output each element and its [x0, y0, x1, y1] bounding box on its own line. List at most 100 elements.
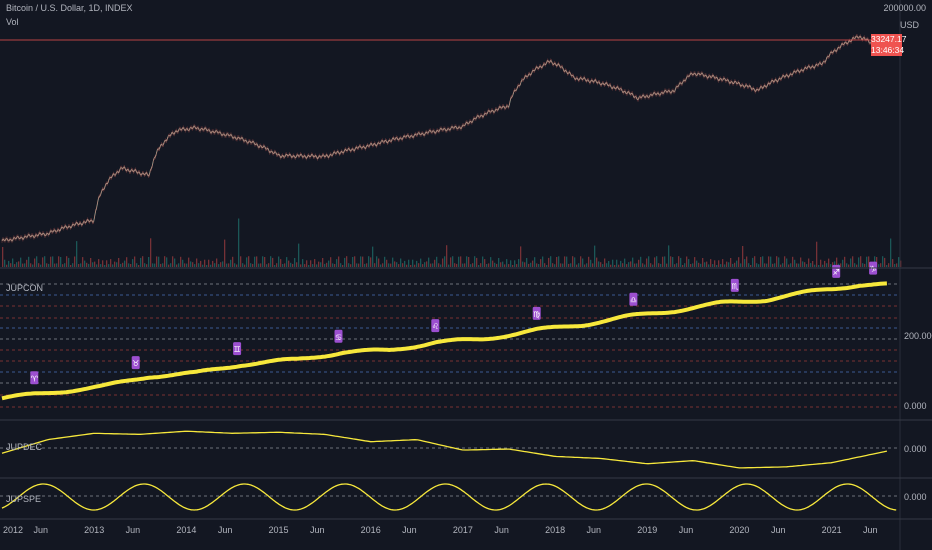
volume-bar [778, 257, 780, 267]
volume-bar [50, 256, 52, 267]
volume-bar [570, 263, 572, 267]
currency-label[interactable]: USD [899, 20, 919, 30]
volume-bar [554, 264, 556, 267]
symbol-title[interactable]: Bitcoin / U.S. Dollar, 1D, INDEX [6, 3, 133, 13]
volume-bar [548, 257, 550, 267]
volume-bar [830, 264, 832, 267]
volume-bar [544, 263, 546, 267]
volume-bar [80, 263, 82, 267]
volume-bar [442, 258, 444, 267]
volume-bar [320, 262, 322, 267]
volume-bar [228, 263, 230, 267]
x-tick-label: 2017 [453, 525, 473, 535]
volume-bar [504, 264, 506, 267]
jupdec-label[interactable]: JUPDEC [6, 442, 43, 452]
volume-bar [232, 256, 234, 267]
volume-bar [638, 259, 640, 267]
volume-bar [880, 263, 882, 267]
volume-bar [70, 265, 72, 267]
volume-bar [822, 264, 824, 267]
volume-bar [410, 265, 412, 267]
zodiac-marker-glyph: ♎ [630, 296, 637, 305]
volume-bar [60, 257, 62, 267]
zodiac-marker-box[interactable] [730, 278, 739, 292]
volume-bar [428, 257, 430, 267]
zodiac-marker-box[interactable] [629, 292, 638, 306]
volume-bar [686, 256, 688, 267]
jupcon-label[interactable]: JUPCON [6, 283, 44, 293]
volume-bar [478, 265, 480, 267]
volume-bar [54, 263, 56, 267]
volume-bar [130, 264, 132, 267]
volume-bar [160, 263, 162, 267]
zodiac-marker-box[interactable] [431, 319, 440, 333]
volume-bar [312, 264, 314, 267]
x-tick-label: Jun [863, 525, 878, 535]
volume-bar [634, 263, 636, 267]
volume-bar [150, 238, 152, 267]
x-tick-label: Jun [587, 525, 602, 535]
jupspe-scale-zero: 0.000 [904, 492, 927, 502]
zodiac-marker-box[interactable] [532, 306, 541, 320]
volume-bar [610, 264, 612, 267]
volume-bar [734, 262, 736, 267]
volume-bar [250, 263, 252, 267]
volume-bar [826, 263, 828, 267]
volume-bar [48, 263, 50, 267]
volume-bar [444, 256, 446, 267]
zodiac-marker-box[interactable] [334, 329, 343, 343]
volume-bar [676, 263, 678, 267]
volume-bar [590, 259, 592, 267]
volume-bar [756, 263, 758, 267]
volume-bar [372, 246, 374, 267]
volume-bar [270, 256, 272, 267]
volume-bar [456, 263, 458, 267]
volume-bar [116, 262, 118, 267]
volume-bar [632, 257, 634, 267]
volume-bar [362, 256, 364, 267]
last-price-tag: 33247.17 [871, 34, 907, 45]
volume-bar [672, 257, 674, 267]
volume-bar [832, 262, 834, 267]
volume-bar [316, 264, 318, 267]
volume-bar [558, 256, 560, 267]
volume-bar [412, 259, 414, 267]
x-tick-label: Jun [771, 525, 786, 535]
volume-bar [96, 264, 98, 267]
volume-bar [384, 256, 386, 267]
volume-bar [512, 265, 514, 267]
volume-bar [328, 260, 330, 267]
volume-bar [394, 261, 396, 267]
volume-bar [72, 263, 74, 267]
volume-bar [174, 258, 176, 267]
volume-bar [722, 259, 724, 267]
volume-bar [702, 258, 704, 267]
jupspe-label[interactable]: JUPSPE [6, 494, 42, 504]
volume-bar [662, 256, 664, 267]
volume-bar [762, 256, 764, 267]
x-tick-label: 2014 [176, 525, 196, 535]
volume-bar [332, 263, 334, 267]
zodiac-marker-box[interactable] [30, 371, 39, 385]
x-tick-label: 2019 [637, 525, 657, 535]
volume-bar [618, 264, 620, 267]
volume-bar [24, 263, 26, 267]
volume-bar [760, 257, 762, 267]
volume-bar [726, 261, 728, 267]
volume-bar [176, 264, 178, 267]
volume-bar [892, 259, 894, 267]
volume-bar [98, 259, 100, 267]
volume-bar [260, 263, 262, 267]
volume-label[interactable]: Vol [6, 17, 19, 27]
volume-bar [192, 262, 194, 267]
volume-bar [298, 243, 300, 267]
zodiac-marker-glyph: ♈ [31, 374, 38, 383]
zodiac-marker-box[interactable] [233, 342, 242, 356]
volume-bar [768, 256, 770, 267]
zodiac-marker-box[interactable] [131, 356, 140, 370]
x-tick-label: Jun [310, 525, 325, 535]
volume-bar [12, 258, 14, 267]
volume-bar [516, 264, 518, 267]
volume-bar [890, 238, 892, 267]
